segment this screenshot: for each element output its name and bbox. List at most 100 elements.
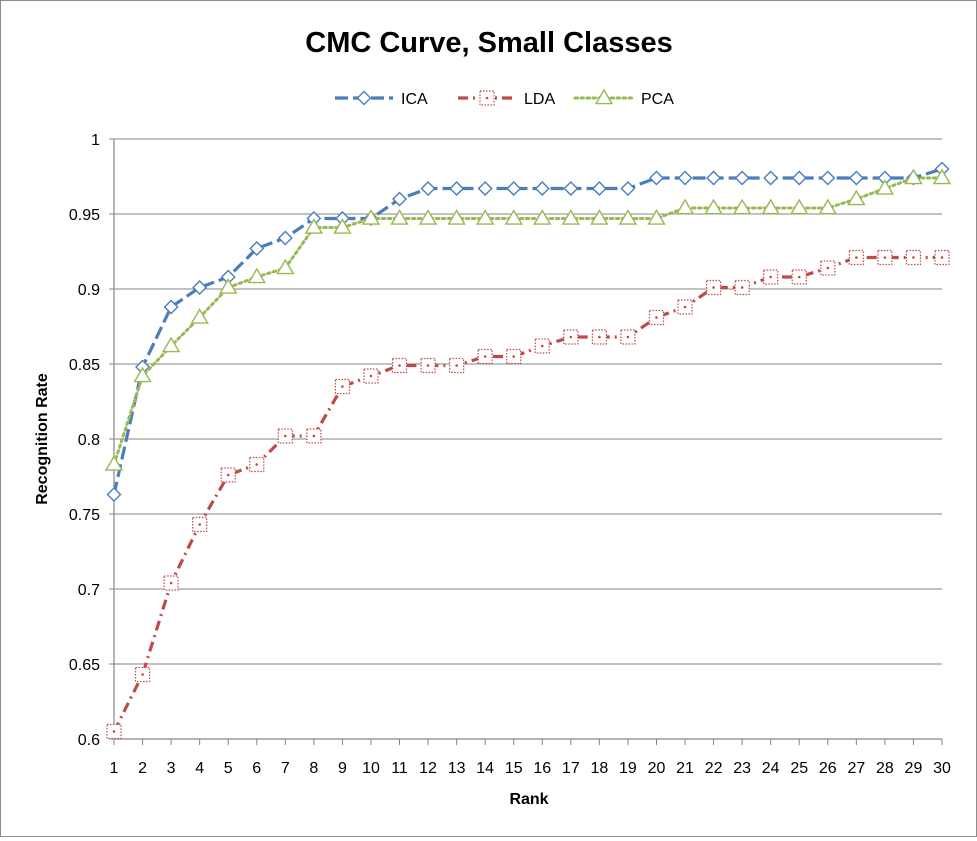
data-point-lda: [134, 666, 151, 683]
series-line-lda: [112, 255, 942, 733]
x-tick-label: 2: [138, 760, 147, 777]
data-point-lda: [163, 575, 179, 591]
x-tick-label: 1: [110, 760, 119, 777]
data-point-lda: [249, 456, 265, 473]
data-point-ica: [420, 181, 436, 196]
data-point-lda: [648, 309, 665, 326]
data-point-pca: [447, 209, 466, 225]
series-lda: [106, 249, 950, 740]
legend-item-pca: PCA: [573, 88, 674, 108]
x-tick-label: 13: [448, 760, 466, 777]
data-point-lda: [220, 467, 236, 483]
data-point-pca: [276, 258, 295, 275]
x-tick-label: 20: [648, 760, 666, 777]
x-tick-label: 15: [505, 760, 523, 777]
x-tick-label: 26: [819, 760, 837, 777]
data-point-pca: [304, 218, 324, 234]
x-tick-label: 17: [562, 760, 580, 777]
series-line-pca: [112, 176, 944, 466]
data-point-lda: [391, 357, 408, 374]
x-tick-label: 5: [224, 760, 233, 777]
data-point-pca: [732, 198, 752, 215]
data-point-pca: [847, 189, 866, 206]
x-tick-label: 21: [676, 760, 694, 777]
x-tick-label: 18: [590, 760, 608, 777]
data-point-lda: [877, 249, 893, 266]
data-point-pca: [875, 179, 895, 195]
y-tick-label: 0.65: [69, 657, 100, 674]
data-point-ica: [848, 170, 864, 186]
data-point-pca: [475, 209, 495, 225]
axes: [109, 138, 943, 745]
x-axis-title: Rank: [509, 791, 548, 808]
gridlines: [114, 138, 942, 665]
legend-marker-pca: [594, 88, 614, 105]
data-point-lda: [192, 516, 208, 533]
legend-label-lda: LDA: [524, 91, 555, 108]
x-tick-label: 30: [933, 760, 951, 777]
y-tick-labels: 0.6 0.65 0.7 0.75 0.8 0.85 0.9 0.95 1: [69, 132, 100, 749]
x-tick-label: 29: [905, 760, 923, 777]
data-point-ica: [392, 191, 408, 207]
chart-title: CMC Curve, Small Classes: [305, 27, 672, 59]
x-tick-label: 7: [281, 760, 290, 777]
data-point-pca: [561, 209, 581, 225]
x-tick-label: 16: [533, 760, 551, 777]
data-point-pca: [190, 308, 209, 324]
data-point-pca: [361, 209, 381, 225]
x-tick-label: 22: [705, 760, 723, 777]
x-tick-label: 11: [391, 760, 408, 777]
legend-marker-lda: [479, 90, 495, 106]
x-tick-label: 9: [338, 760, 347, 777]
x-tick-label: 12: [419, 760, 437, 777]
x-tick-label: 27: [847, 760, 865, 777]
data-point-lda: [791, 269, 807, 285]
data-point-pca: [761, 198, 780, 215]
x-tick-label: 4: [195, 760, 204, 777]
data-point-ica: [477, 181, 493, 196]
x-tick-label: 23: [733, 760, 751, 777]
data-point-ica: [648, 170, 664, 186]
data-point-lda: [734, 279, 750, 296]
y-tick-label: 0.75: [69, 507, 100, 524]
legend-label-pca: PCA: [641, 91, 674, 108]
data-point-lda: [506, 348, 522, 365]
data-point-pca: [218, 278, 238, 294]
y-tick-label: 1: [91, 132, 100, 149]
data-point-pca: [390, 209, 409, 225]
data-point-pca: [333, 218, 352, 234]
data-point-pca: [618, 209, 638, 225]
y-tick-label: 0.6: [78, 732, 100, 749]
data-point-lda: [277, 428, 293, 444]
data-point-ica: [506, 181, 522, 196]
data-point-pca: [704, 198, 723, 215]
legend-marker-ica: [356, 90, 372, 106]
data-point-pca: [590, 209, 609, 225]
data-point-lda: [420, 357, 436, 374]
series-pca: [104, 168, 952, 471]
y-axis-title: Recognition Rate: [34, 373, 51, 505]
data-point-ica: [534, 181, 550, 196]
data-point-pca: [790, 198, 809, 215]
x-tick-labels: 1 2 3 4 5 6 7 8 9 10 11 12 13 14 15 16 17 18 19 20 21 22 23 24 2…: [110, 760, 951, 777]
data-point-ica: [163, 299, 179, 315]
y-tick-label: 0.95: [69, 207, 100, 224]
data-point-lda: [905, 249, 922, 266]
data-point-lda: [534, 338, 550, 354]
data-point-lda: [306, 428, 322, 444]
x-tick-label: 8: [309, 760, 318, 777]
legend: ICA LDA PCA: [335, 88, 674, 108]
data-point-ica: [249, 241, 265, 256]
x-tick-label: 10: [362, 760, 380, 777]
x-tick-label: 24: [762, 760, 780, 777]
x-tick-label: 3: [167, 760, 176, 777]
x-tick-label: 25: [790, 760, 808, 777]
data-point-ica: [791, 170, 807, 186]
y-tick-label: 0.85: [69, 357, 100, 374]
data-point-pca: [104, 455, 124, 471]
x-tick-label: 14: [476, 760, 494, 777]
data-point-pca: [533, 209, 552, 225]
data-point-pca: [133, 366, 152, 383]
